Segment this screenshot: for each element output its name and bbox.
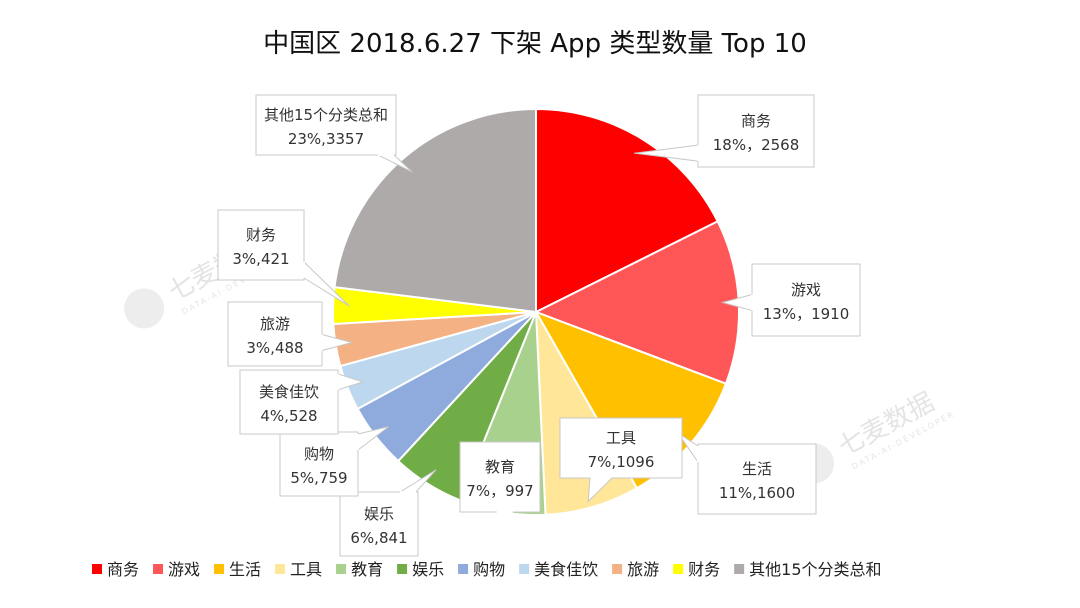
legend-item: 财务 (673, 560, 720, 579)
data-label-name: 财务 (246, 226, 276, 244)
legend-swatch (153, 564, 164, 574)
data-label-name: 购物 (304, 445, 334, 463)
data-label: 购物 5%,759 (279, 426, 389, 497)
data-label: 美食佳饮 4%,528 (239, 369, 365, 435)
data-label: 商务 18%，2568 (634, 94, 815, 168)
data-label: 教育 7%，997 (459, 441, 541, 513)
pie-slice (333, 107, 537, 314)
data-label-name: 美食佳饮 (259, 383, 319, 401)
legend-item: 美食佳饮 (519, 560, 598, 579)
data-label-value: 23%,3357 (288, 130, 364, 148)
legend-swatch (458, 564, 469, 574)
legend-swatch (734, 564, 745, 574)
legend-item: 商务 (92, 560, 139, 579)
callout-box (559, 417, 683, 503)
data-label-name: 其他15个分类总和 (264, 106, 388, 124)
data-label-value: 5%,759 (290, 469, 347, 487)
data-label-value: 18%，2568 (713, 136, 800, 154)
legend-label: 其他15个分类总和 (749, 560, 881, 579)
legend-swatch (275, 564, 286, 574)
legend-swatch (673, 564, 684, 574)
legend-item: 旅游 (612, 560, 659, 579)
legend-label: 旅游 (627, 560, 659, 579)
legend-item: 购物 (458, 560, 505, 579)
data-label-name: 工具 (606, 429, 636, 447)
legend-swatch (397, 564, 408, 574)
chart-title: 中国区 2018.6.27 下架 App 类型数量 Top 10 (263, 29, 807, 59)
legend-label: 美食佳饮 (534, 560, 598, 579)
legend-label: 财务 (688, 560, 720, 579)
legend-swatch (336, 564, 347, 574)
data-label-value: 6%,841 (350, 529, 407, 547)
data-label-name: 旅游 (260, 315, 290, 333)
callout-box (697, 443, 817, 515)
legend-label: 商务 (107, 560, 139, 579)
legend-label: 游戏 (168, 560, 200, 579)
legend-label: 娱乐 (412, 560, 444, 579)
data-label-name: 娱乐 (364, 505, 394, 523)
callout-box (255, 94, 397, 156)
data-label-name: 游戏 (791, 281, 821, 299)
data-label-name: 教育 (485, 458, 515, 476)
legend-item: 娱乐 (397, 560, 444, 579)
pie-slice (535, 107, 719, 314)
legend: 商务 游戏 生活 工具 教育 娱乐 购物 美食佳饮 旅游 财务 其他15个分类总和 (92, 560, 882, 579)
data-label: 娱乐 6%,841 (339, 469, 437, 557)
callout-box (239, 369, 339, 435)
legend-label: 工具 (290, 560, 322, 579)
data-label: 工具 7%,1096 (559, 417, 683, 503)
data-label: 其他15个分类总和 23%,3357 (255, 94, 413, 173)
data-label-value: 11%,1600 (719, 484, 795, 502)
legend-item: 其他15个分类总和 (734, 560, 882, 579)
cat-logo-icon (124, 288, 165, 329)
legend-label: 购物 (473, 560, 505, 579)
data-label-value: 3%,488 (246, 339, 303, 357)
callout-box (279, 431, 359, 497)
legend-swatch (612, 564, 623, 574)
callout-box (459, 441, 541, 513)
data-label-name: 商务 (741, 112, 771, 130)
legend-item: 教育 (336, 560, 383, 579)
data-label: 财务 3%,421 (217, 209, 350, 307)
data-label-value: 7%，997 (466, 482, 533, 500)
legend-label: 生活 (229, 560, 261, 579)
data-label: 生活 11%,1600 (677, 432, 817, 515)
legend-swatch (214, 564, 225, 574)
data-labels: 商务 18%，2568 游戏 13%，1910 生活 11%,1600 工具 7%,1096 教… (217, 94, 861, 557)
data-label-value: 13%，1910 (763, 305, 850, 323)
callout-box (217, 209, 305, 281)
callout-box (227, 301, 323, 367)
data-label-value: 4%,528 (260, 407, 317, 425)
callout-box (751, 263, 861, 337)
callout-box (697, 94, 815, 168)
data-label: 旅游 3%,488 (227, 301, 354, 367)
legend-swatch (519, 564, 530, 574)
data-label-value: 7%,1096 (588, 453, 655, 471)
legend-item: 工具 (275, 560, 322, 579)
legend-swatch (92, 564, 102, 574)
legend-label: 教育 (351, 560, 383, 579)
legend-item: 游戏 (153, 560, 200, 579)
legend-item: 生活 (214, 560, 261, 579)
data-label: 游戏 13%，1910 (720, 263, 861, 337)
callout-box (339, 491, 419, 557)
data-label-name: 生活 (742, 460, 772, 478)
data-label-value: 3%,421 (232, 250, 289, 268)
